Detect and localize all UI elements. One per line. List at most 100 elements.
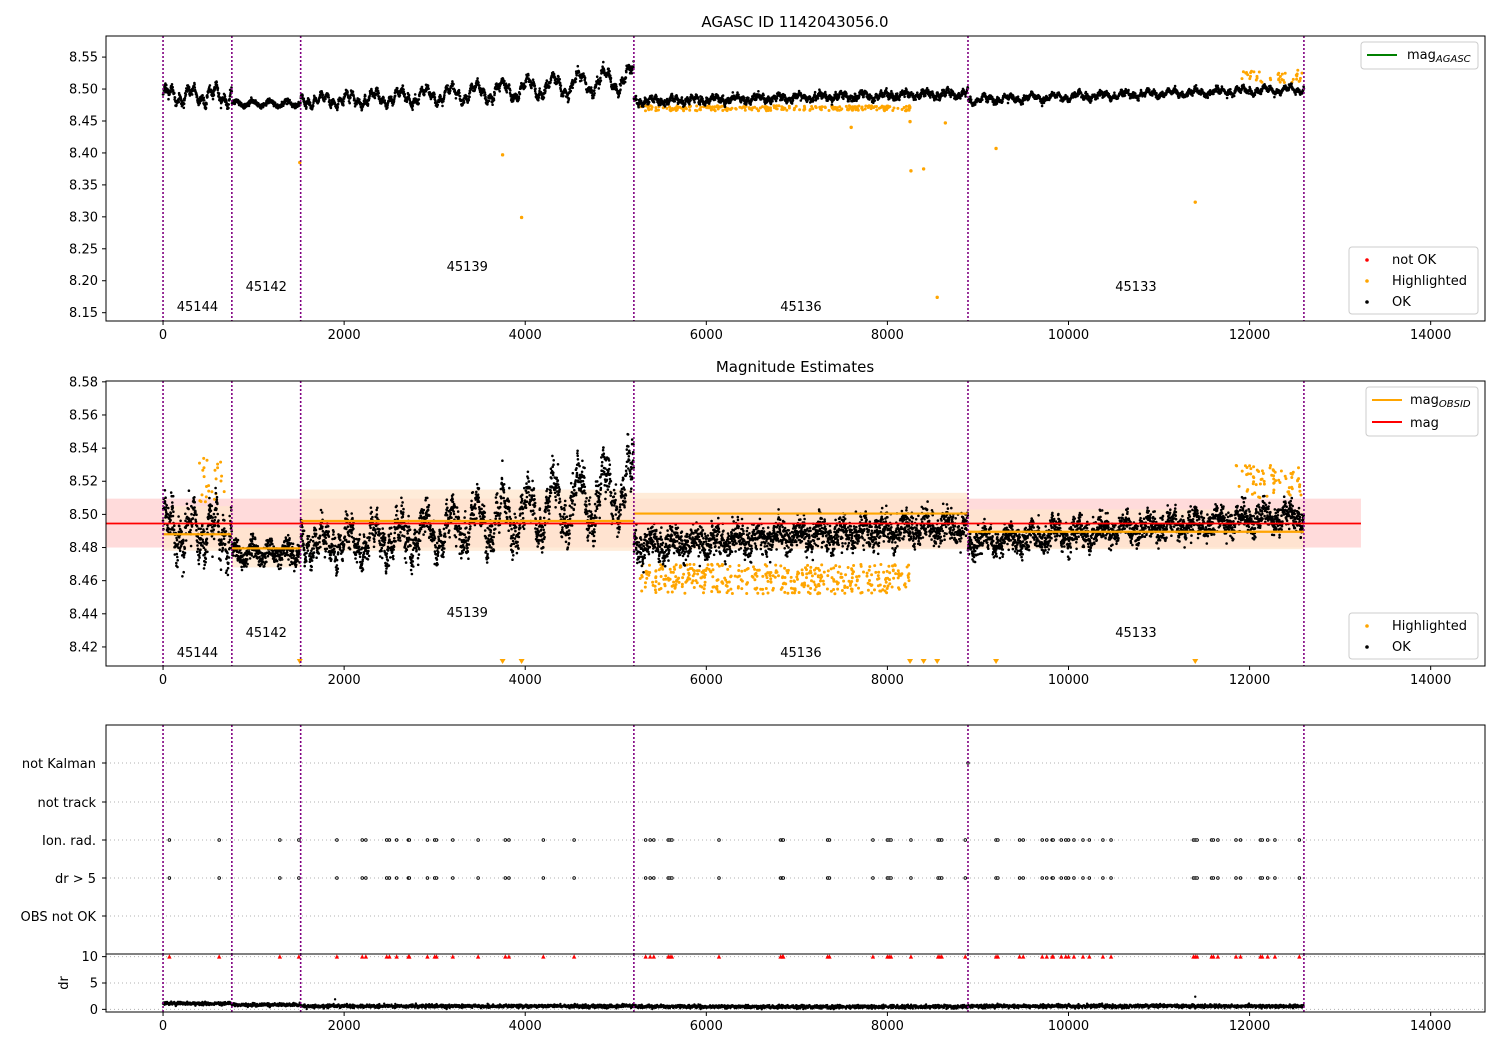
obsid-label: 45144 xyxy=(177,300,218,315)
ion-rad-flag xyxy=(278,838,282,842)
highlighted-points xyxy=(198,456,1303,596)
dr-ylabel: dr xyxy=(57,976,72,990)
obsid-label: 45144 xyxy=(177,646,218,661)
legend-mag: mag xyxy=(1410,416,1439,431)
legend-highlighted-marker xyxy=(1365,279,1369,283)
y-tick-label: 8.20 xyxy=(69,274,98,289)
dr-clipped-marker xyxy=(1211,954,1216,959)
ion-rad-flag xyxy=(507,838,511,842)
y-tick-label: 8.25 xyxy=(69,242,98,257)
y-tick-label: 8.54 xyxy=(69,442,98,457)
middle-line-legend: magOBSID mag xyxy=(1365,386,1479,437)
dr-flag xyxy=(335,876,339,880)
dr-flag xyxy=(1273,876,1277,880)
ion-rad-flag xyxy=(889,838,893,842)
dr-flag xyxy=(364,876,368,880)
ion-rad-flag xyxy=(387,838,392,842)
ion-rad-flag xyxy=(717,838,721,842)
ion-rad-flag xyxy=(476,838,480,842)
ion-rad-flag xyxy=(407,838,412,842)
legend-ok-marker xyxy=(1365,300,1369,304)
dr-clipped-marker xyxy=(506,954,512,959)
ion-rad-flag xyxy=(1265,838,1270,842)
dr-clipped-marker xyxy=(1100,954,1106,959)
ion-rad-flag xyxy=(1072,838,1076,842)
top-line-legend: magAGASC xyxy=(1360,41,1479,70)
flag-category-label: not Kalman xyxy=(22,757,96,772)
ion-rad-flag xyxy=(1109,838,1113,842)
dr-clipped-marker xyxy=(571,954,577,959)
dr-flag xyxy=(781,876,786,880)
y-tick-label: 8.45 xyxy=(69,114,98,129)
dr-clipped-marker xyxy=(1265,954,1270,959)
obsid-label: 45139 xyxy=(447,606,488,621)
x-tick-label: 4000 xyxy=(509,1019,542,1034)
dr-clipped-marker xyxy=(1066,954,1071,959)
dr-flag xyxy=(1059,876,1063,880)
x-tick-label: 6000 xyxy=(690,673,723,688)
dr-flag xyxy=(1101,876,1105,880)
ion-rad-flag xyxy=(434,838,439,842)
dr-clipped-marker xyxy=(475,954,481,959)
y-tick-label: 8.44 xyxy=(69,607,98,622)
dr-clipped-marker xyxy=(363,954,369,959)
dr-flag xyxy=(1211,876,1216,880)
dr-clipped-marker xyxy=(503,954,508,959)
y-tick-label: 8.50 xyxy=(69,83,98,98)
dr-clipped-marker xyxy=(651,954,656,959)
dr-flag xyxy=(939,876,944,880)
dr-flag xyxy=(827,876,832,880)
top-title: AGASC ID 1142043056.0 xyxy=(701,13,888,31)
ion-rad-flag xyxy=(1211,838,1216,842)
x-tick-label: 0 xyxy=(159,328,167,343)
dr-flag xyxy=(503,876,508,880)
dr-clipped-marker xyxy=(1021,954,1026,959)
offscale-marker xyxy=(920,659,927,664)
dr-flag xyxy=(1064,876,1068,880)
dr-y-tick-label: 10 xyxy=(81,950,98,965)
ion-rad-flag xyxy=(1087,838,1092,842)
dr-clipped-marker xyxy=(296,954,302,959)
ion-rad-flag xyxy=(1059,838,1063,842)
ion-rad-flag xyxy=(1216,838,1220,842)
dr-flag xyxy=(1040,876,1044,880)
dr-clipped-marker xyxy=(1059,954,1064,959)
legend-ok: OK xyxy=(1392,640,1411,655)
offscale-marker xyxy=(934,659,941,664)
ion-rad-flag xyxy=(652,838,656,842)
highlighted-points xyxy=(638,68,1304,113)
legend-not-ok-marker xyxy=(1365,258,1369,262)
legend-highlighted: Highlighted xyxy=(1392,274,1467,289)
ion-rad-flag xyxy=(1238,838,1243,842)
dr-clipped-marker xyxy=(167,954,172,959)
dr-flag xyxy=(1045,876,1049,880)
middle-title: Magnitude Estimates xyxy=(716,358,874,376)
x-tick-label: 2000 xyxy=(328,328,361,343)
dr-flag xyxy=(297,876,301,880)
ion-rad-flag xyxy=(871,838,875,842)
ion-rad-flag xyxy=(1273,838,1277,842)
flag-category-label: Ion. rad. xyxy=(42,834,96,849)
x-tick-label: 14000 xyxy=(1410,673,1451,688)
legend-mag-obsid: magOBSID xyxy=(1410,393,1471,410)
dr-clipped-marker xyxy=(643,954,648,959)
dr-flag xyxy=(541,876,546,880)
dr-clipped-marker xyxy=(827,954,832,959)
x-tick-label: 10000 xyxy=(1048,328,1089,343)
ion-rad-flag xyxy=(963,838,968,842)
y-tick-label: 8.50 xyxy=(69,508,98,523)
dr-flag xyxy=(1265,876,1270,880)
legend-not-ok: not OK xyxy=(1392,253,1437,268)
middle-point-legend: Highlighted OK xyxy=(1348,612,1479,660)
ion-rad-flag xyxy=(1051,838,1055,842)
offscale-marker xyxy=(907,659,914,664)
dr-flag xyxy=(717,876,721,880)
ion-rad-flag xyxy=(648,838,652,842)
top-panel: AGASC ID 1142043056.0 45144 45142 45139 451… xyxy=(69,13,1486,343)
obsid-label: 45136 xyxy=(780,646,821,661)
dr-flag xyxy=(476,876,480,880)
x-tick-label: 2000 xyxy=(328,673,361,688)
ion-rad-flag xyxy=(1297,838,1302,842)
ion-rad-flag xyxy=(1081,838,1085,842)
legend-highlighted: Highlighted xyxy=(1392,619,1467,634)
